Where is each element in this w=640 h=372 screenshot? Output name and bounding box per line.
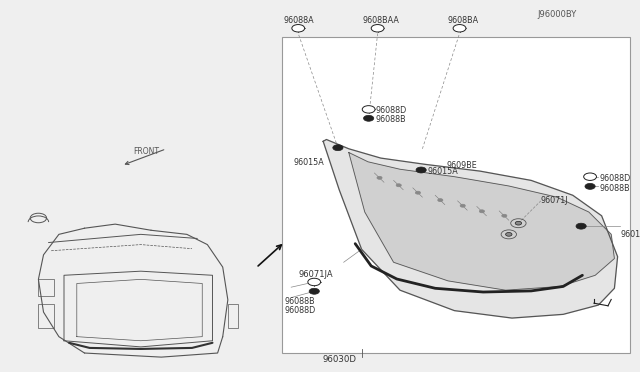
Bar bbox=[228, 304, 238, 328]
Bar bbox=[282, 37, 630, 353]
Circle shape bbox=[585, 183, 595, 189]
Circle shape bbox=[576, 223, 586, 229]
Text: 96071J: 96071J bbox=[541, 196, 568, 205]
Text: 96015A: 96015A bbox=[428, 167, 458, 176]
Text: 9608BA: 9608BA bbox=[448, 16, 479, 25]
Polygon shape bbox=[349, 153, 614, 290]
Text: 96088B: 96088B bbox=[599, 184, 630, 193]
Circle shape bbox=[362, 106, 375, 113]
Circle shape bbox=[584, 173, 596, 180]
Polygon shape bbox=[323, 140, 618, 318]
Circle shape bbox=[415, 191, 420, 194]
Circle shape bbox=[460, 204, 465, 207]
Circle shape bbox=[416, 167, 426, 173]
Text: 9609BE: 9609BE bbox=[447, 161, 477, 170]
Text: 96088B: 96088B bbox=[375, 115, 406, 124]
Circle shape bbox=[309, 288, 319, 294]
Text: 96030D: 96030D bbox=[322, 355, 356, 364]
Text: FRONT: FRONT bbox=[133, 147, 159, 156]
Circle shape bbox=[438, 199, 443, 202]
Circle shape bbox=[479, 210, 484, 213]
Text: 96088A: 96088A bbox=[284, 16, 314, 25]
Text: 9608BAA: 9608BAA bbox=[362, 16, 399, 25]
Text: 96088D: 96088D bbox=[599, 174, 630, 183]
Circle shape bbox=[333, 145, 343, 151]
Text: 96015A: 96015A bbox=[621, 230, 640, 239]
Circle shape bbox=[377, 176, 382, 179]
Circle shape bbox=[502, 214, 507, 217]
Circle shape bbox=[506, 232, 512, 236]
Text: 96088B: 96088B bbox=[285, 297, 316, 306]
Text: J96000BY: J96000BY bbox=[538, 10, 577, 19]
Bar bbox=[38, 304, 54, 328]
Bar bbox=[38, 279, 54, 296]
Text: 96015A: 96015A bbox=[293, 158, 324, 167]
Circle shape bbox=[371, 25, 384, 32]
Circle shape bbox=[453, 25, 466, 32]
Circle shape bbox=[364, 115, 374, 121]
Circle shape bbox=[396, 184, 401, 187]
Text: 96088D: 96088D bbox=[285, 306, 316, 315]
Circle shape bbox=[515, 221, 522, 225]
Text: 96088D: 96088D bbox=[375, 106, 406, 115]
Circle shape bbox=[292, 25, 305, 32]
Circle shape bbox=[308, 278, 321, 286]
Text: 96071JA: 96071JA bbox=[298, 270, 333, 279]
